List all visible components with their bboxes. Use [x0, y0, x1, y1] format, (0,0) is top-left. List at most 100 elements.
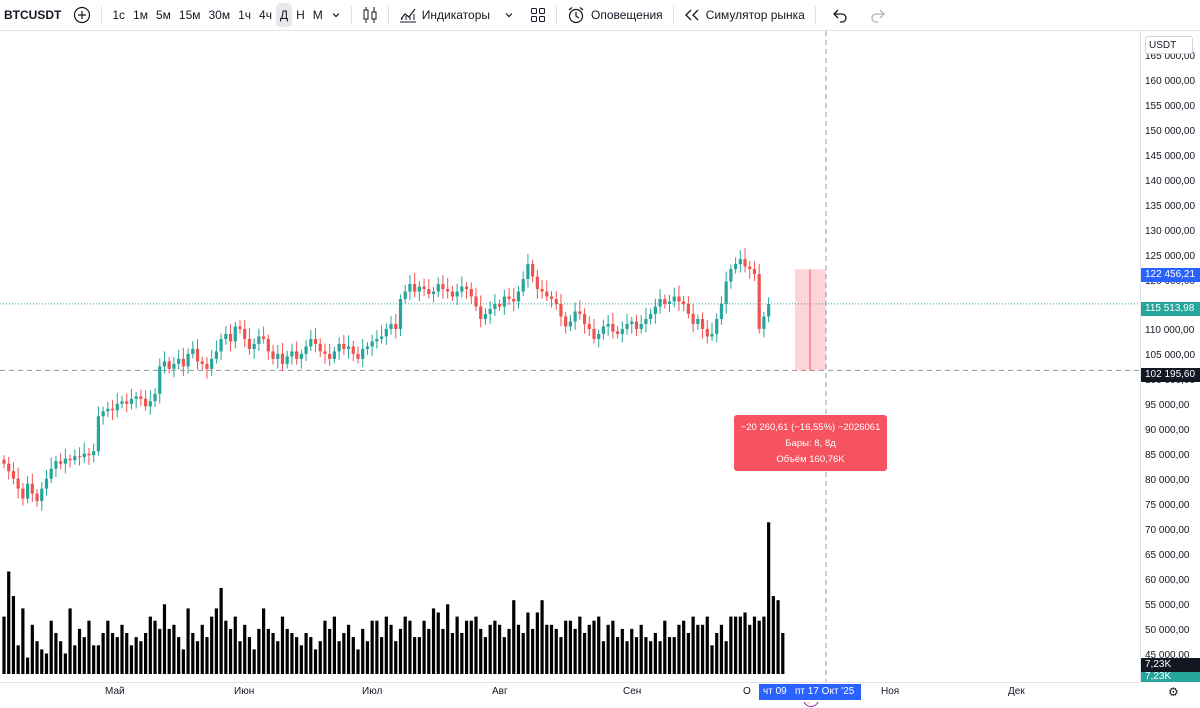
volume-bar — [738, 616, 742, 674]
candles-icon[interactable] — [358, 3, 382, 27]
plus-circle-icon[interactable] — [69, 3, 95, 27]
candle-body — [455, 291, 459, 297]
toolbar-divider — [556, 6, 558, 24]
price-label: 165 000,00 — [1145, 51, 1196, 62]
volume-bar — [464, 620, 469, 674]
volume-bar — [630, 628, 634, 674]
price-scale[interactable]: 45 000,00 50 000,00 55 000,00 60 000,00 65 0… — [1140, 31, 1200, 682]
volume-bar — [422, 620, 426, 674]
volume-bar — [469, 620, 473, 674]
candle-body — [436, 284, 440, 292]
candle-body — [677, 296, 681, 302]
candle-body — [361, 348, 365, 359]
interval-button-5[interactable]: 1ч — [238, 8, 252, 22]
chevron-down-icon[interactable] — [500, 3, 518, 27]
volume-bar — [700, 624, 705, 674]
volume-bar — [346, 624, 351, 674]
volume-bar — [549, 624, 554, 674]
volume-bar — [219, 587, 223, 674]
time-scale[interactable]: Дек Ноя О Сен Авг Июл Июн Май чт 09 пт 17 Окт '… — [0, 682, 1140, 702]
candle-body — [205, 363, 209, 369]
candle-body — [252, 343, 256, 349]
candle-body — [2, 459, 6, 464]
candle-body — [257, 336, 261, 344]
volume-bar — [290, 633, 294, 674]
candle-body — [734, 264, 738, 270]
replay-icon — [684, 8, 700, 22]
redo-icon[interactable] — [866, 3, 890, 27]
gear-icon[interactable]: ⚙ — [1168, 685, 1179, 699]
price-chart[interactable] — [0, 31, 1140, 682]
candle-body — [601, 326, 606, 334]
volume-bar — [436, 612, 440, 674]
candle-body — [96, 416, 100, 452]
candle-body — [606, 323, 610, 327]
volume-bar — [483, 637, 488, 674]
volume-bar — [44, 653, 49, 674]
candle-body — [375, 338, 379, 342]
volume-bar — [134, 637, 138, 674]
candle-body — [724, 281, 728, 305]
candle-body — [748, 266, 752, 270]
candle-body — [611, 323, 615, 332]
interval-button-7[interactable]: Д — [275, 3, 293, 27]
top-toolbar: BTCUSDT 1с 1м 5м 15м 30м 1ч 4ч Д Н М Индикаторы О… — [0, 0, 1200, 31]
volume-bar — [450, 633, 454, 674]
volume-bar — [498, 624, 502, 674]
volume-bar — [535, 612, 539, 674]
volume-bar — [620, 628, 624, 674]
candle-body — [356, 353, 360, 359]
price-label: 130 000,00 — [1145, 225, 1196, 237]
candle-body — [743, 259, 747, 267]
candle-body — [719, 304, 724, 319]
time-tag-start: чт 09 — [759, 684, 791, 700]
volume-bar — [734, 616, 738, 674]
interval-button-8[interactable]: Н — [296, 8, 305, 22]
volume-bar — [625, 641, 629, 674]
templates-icon[interactable] — [526, 3, 550, 27]
interval-button-2[interactable]: 5м — [155, 8, 171, 22]
currency-selector[interactable]: USDT — [1145, 36, 1193, 54]
alerts-button[interactable]: Оповещения — [563, 3, 667, 27]
price-tag-current: 115 513,98 — [1141, 302, 1200, 316]
volume-bar — [200, 624, 204, 674]
interval-button-1[interactable]: 1м — [133, 8, 148, 22]
volume-bar — [479, 628, 483, 674]
volume-bar — [719, 624, 724, 674]
volume-bar — [271, 633, 275, 674]
volume-bar — [351, 637, 355, 674]
candle-body — [549, 296, 554, 300]
chart-pane[interactable]: −20 260,61 (−16,55%) −2026061 Бары: 8, 8… — [0, 31, 1140, 707]
interval-button-0[interactable]: 1с — [112, 8, 126, 22]
candle-body — [630, 321, 634, 324]
candle-body — [413, 284, 417, 292]
candle-body — [342, 343, 346, 349]
symbol-search-button[interactable]: BTCUSDT — [4, 8, 62, 22]
candle-body — [554, 299, 558, 305]
candle-body — [474, 296, 478, 307]
undo-icon[interactable] — [828, 3, 852, 27]
candle-body — [243, 328, 247, 339]
candle-body — [658, 299, 662, 307]
candle-body — [686, 304, 690, 314]
volume-bar — [96, 645, 100, 674]
candle-body — [403, 291, 407, 300]
candle-body — [450, 291, 454, 297]
candle-body — [21, 488, 25, 499]
market-replay-button[interactable]: Симулятор рынка — [680, 3, 809, 27]
volume-bar — [384, 616, 388, 674]
interval-button-3[interactable]: 15м — [178, 8, 201, 22]
price-label: 60 000,00 — [1145, 574, 1190, 586]
interval-button-4[interactable]: 30м — [208, 8, 231, 22]
volume-bar — [441, 628, 445, 674]
chevron-down-icon[interactable] — [327, 3, 345, 27]
interval-button-9[interactable]: М — [312, 8, 323, 22]
volume-bar — [304, 633, 308, 674]
candle-body — [106, 408, 110, 412]
volume-bar — [252, 649, 256, 674]
volume-bar — [431, 608, 436, 674]
indicators-button[interactable]: Индикаторы — [395, 3, 494, 27]
interval-button-6[interactable]: 4ч — [259, 8, 272, 22]
toolbar-divider — [672, 6, 674, 24]
price-label: 160 000,00 — [1145, 75, 1196, 87]
